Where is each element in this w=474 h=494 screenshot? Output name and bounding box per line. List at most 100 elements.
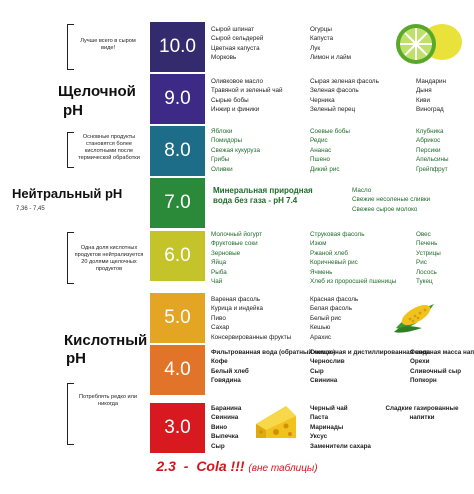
list-item: Маринады: [310, 423, 344, 431]
row-7-col-3: Масло Свежие несоленые сливки Свежее сыр…: [352, 186, 430, 214]
list-item: Персики: [416, 146, 441, 154]
list-item: Виноград: [416, 106, 444, 114]
list-item: Чернослив: [310, 358, 345, 366]
list-item: Очищенная и дистиллированная вода: [310, 349, 431, 356]
list-item: Свежее сырое молоко: [352, 205, 418, 213]
list-item: Яблоки: [211, 128, 233, 135]
list-item: Курица и индейка: [211, 305, 263, 313]
note-acid: Одна доля кислотных продуктов нейтрализу…: [74, 245, 144, 272]
ph-value: 9.0: [164, 88, 191, 109]
ph-value: 7.0: [164, 192, 191, 213]
list-item: Рис: [416, 259, 427, 267]
list-item: Ананас: [310, 146, 332, 154]
list-item: Белая фасоль: [310, 305, 352, 313]
ph-bar-10: 10.0: [150, 22, 205, 72]
footer-dash: -: [183, 458, 189, 474]
list-item: Капуста: [310, 35, 334, 43]
row-6-col-1: Молочный йогурт Фруктовые соки Зерновые …: [211, 230, 262, 286]
list-item: Редис: [310, 137, 328, 145]
ph-bar-8: 8.0: [150, 126, 205, 176]
list-item: Чай: [211, 277, 223, 285]
row-8-col-1: Яблоки Помидоры Свежая кукуруза Грибы Ол…: [211, 127, 260, 174]
list-item: Уксус: [310, 433, 328, 441]
footer-note: (вне таблицы): [248, 463, 318, 474]
list-item: Белый рис: [310, 314, 342, 322]
list-item: Сыр: [310, 367, 324, 375]
alkaline-label: Щелочной: [58, 83, 136, 100]
list-item: Яйца: [211, 259, 227, 267]
ph-value: 10.0: [159, 36, 196, 57]
list-item: Свежая кукуруза: [211, 146, 260, 154]
ph-bar-5: 5.0: [150, 293, 205, 343]
list-item: Консервированные фрукты: [211, 333, 292, 341]
list-item: Выпечка: [211, 433, 239, 441]
list-item: Молочный йогурт: [211, 231, 262, 238]
row-9-col-2: Сырая зеленая фасоль Зеленая фасоль Черн…: [310, 77, 379, 115]
row-3-col-2: Черный чай Паста Маринады Уксус Замените…: [310, 404, 371, 451]
list-item: Огурцы: [310, 26, 332, 33]
list-item: Масло: [352, 187, 372, 194]
neutral-range: 7,36 - 7,45: [16, 206, 45, 212]
list-item: Оливковое масло: [211, 78, 263, 85]
footer-cola: 2.3 - Cola !!! (вне таблицы): [0, 458, 474, 474]
ph-value: 4.0: [164, 359, 191, 380]
list-item: Лимон и лайм: [310, 54, 351, 62]
list-item: Лук: [310, 44, 321, 52]
list-item: Струковая фасоль: [310, 231, 365, 238]
list-item: Зеленый перец: [310, 106, 356, 114]
bracket-top: [67, 24, 74, 70]
acid-label: Кислотный: [64, 332, 148, 349]
ph-value: 3.0: [164, 417, 191, 438]
row-10-col-2: Огурцы Капуста Лук Лимон и лайм: [310, 25, 351, 63]
row-9-col-3: Мандарин Дыня Киви Виноград: [416, 77, 446, 115]
list-item: Апельсины: [416, 156, 449, 164]
row-5-col-2: Красная фасоль Белая фасоль Белый рис Ке…: [310, 295, 358, 342]
list-item: Соевые бобы: [310, 128, 350, 135]
list-item: Хлеб из проросшей пшеницы: [310, 277, 397, 285]
ph-bar-6: 6.0: [150, 231, 205, 281]
bracket-bottom: [67, 383, 74, 445]
list-item: Ржаной хлеб: [310, 249, 349, 257]
list-item: Зерновые: [211, 249, 241, 257]
list-item: Мандарин: [416, 78, 446, 85]
list-item: Красная фасоль: [310, 296, 359, 303]
list-item: Зеленая фасоль: [310, 87, 359, 95]
mineral-water-note: Минеральная природная вода без газа - pH…: [213, 186, 313, 205]
ph-bar-4: 4.0: [150, 345, 205, 395]
list-item: Паста: [310, 414, 329, 422]
list-item: Арахис: [310, 333, 332, 341]
neutral-label: Нейтральный pH: [12, 186, 123, 201]
ph-value: 5.0: [164, 307, 191, 328]
list-item: Помидоры: [211, 137, 243, 145]
list-item: Сырые бобы: [211, 96, 249, 104]
corn-icon: [394, 304, 434, 333]
alkaline-ph: pH: [63, 102, 83, 119]
list-item: Сырая зеленая фасоль: [310, 78, 379, 85]
ph-bar-7: 7.0: [150, 178, 205, 228]
ph-bar-3: 3.0: [150, 403, 205, 453]
list-item: Сливочный сыр: [410, 367, 462, 375]
list-item: Пшено: [310, 156, 331, 164]
row-3-col-3: Сладкие газированные напитки: [380, 404, 464, 423]
list-item: Свинина: [211, 414, 239, 422]
footer-value: 2.3: [156, 458, 176, 474]
list-item: Сыр: [211, 442, 225, 450]
list-item: Черный чай: [310, 405, 348, 412]
list-item: Грейпфрут: [416, 165, 448, 173]
cheese-icon: [256, 406, 296, 438]
list-item: Говядина: [211, 377, 241, 385]
list-item: Дикий рис: [310, 165, 340, 173]
list-item: Оливки: [211, 165, 233, 173]
list-item: Пиво: [211, 314, 226, 322]
row-4-col-3: Основная масса напитков Орехи Сливочный …: [410, 348, 474, 386]
list-item: Устрицы: [416, 249, 441, 257]
list-item: Коричневый рис: [310, 259, 358, 267]
row-4-col-1: Фильтрованная вода (обратный осмос) Кофе…: [211, 348, 335, 386]
ph-value: 8.0: [164, 140, 191, 161]
list-item: Инжир и финики: [211, 106, 260, 114]
list-item: Абрикос: [416, 137, 441, 145]
list-item: Сырой шпинат: [211, 26, 255, 33]
list-item: Рыба: [211, 268, 227, 276]
list-item: Грибы: [211, 156, 230, 164]
row-6-col-2: Струковая фасоль Изюм Ржаной хлеб Коричн…: [310, 230, 396, 286]
